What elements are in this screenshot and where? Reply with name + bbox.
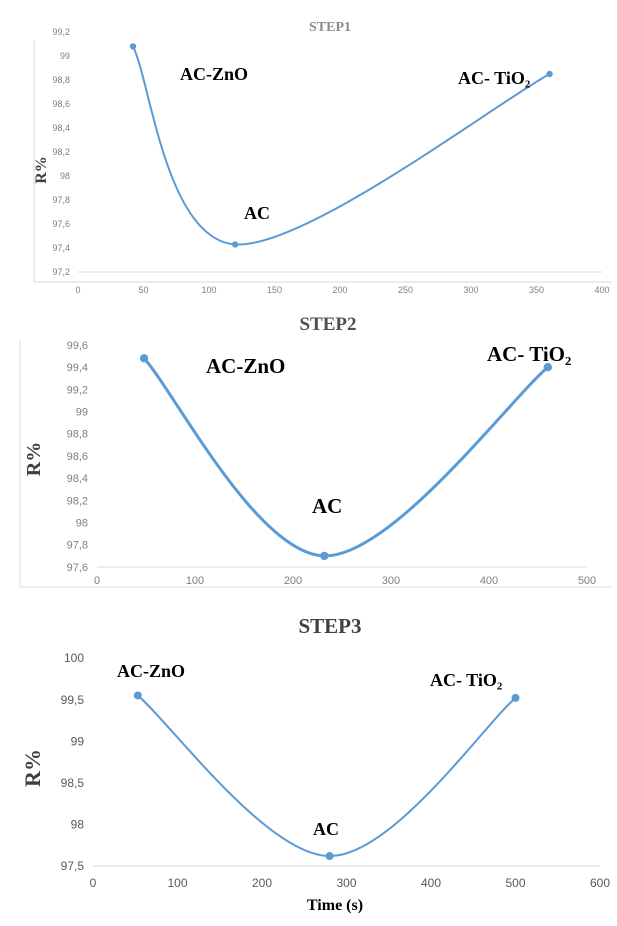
chart1-x-tick-label: 300	[463, 285, 478, 295]
chart3-data-point	[133, 691, 142, 700]
chart2-y-tick-label: 98,6	[67, 451, 88, 463]
chart1-x-tick-label: 100	[201, 285, 216, 295]
chart2-data-point	[543, 363, 552, 372]
chart-step1: STEP1 R% 97,2 97,4 97,6 97,8 98 98,2 98,4 98,6 9…	[33, 20, 612, 295]
chart3-x-tick-label: 500	[505, 876, 525, 890]
chart1-data-point	[129, 43, 137, 50]
chart1-data-point	[232, 241, 239, 248]
chart2-x-tick-label: 300	[382, 575, 400, 587]
chart3-x-tick-label: 100	[167, 876, 187, 890]
chart1-x-tick-label: 50	[138, 285, 148, 295]
chart2-y-tick-label: 97,6	[67, 562, 88, 574]
chart1-x-tick-label: 250	[398, 285, 413, 295]
chart1-y-tick-label: 97,6	[52, 219, 70, 229]
chart3-annotation-ac-zno: AC-ZnO	[117, 661, 185, 681]
chart2-ylabel: R%	[23, 442, 45, 476]
chart2-x-tick-label: 0	[94, 575, 100, 587]
chart3-y-tick-label: 98	[71, 818, 85, 832]
chart1-annotation-ac: AC	[244, 203, 270, 223]
chart3-annotation-ac-tio2: AC- TiO₂	[430, 670, 502, 690]
chart2-y-tick-label: 99	[76, 406, 88, 418]
chart2-x-tick-label: 200	[284, 575, 302, 587]
chart1-title: STEP1	[309, 20, 351, 35]
chart1-y-tick-label: 98,6	[52, 99, 70, 109]
chart1-y-tick-label: 97,2	[52, 267, 70, 277]
chart2-y-tick-label: 99,2	[67, 384, 88, 396]
chart2-x-tick-label: 500	[578, 575, 596, 587]
chart3-x-tick-label: 200	[252, 876, 272, 890]
chart1-y-tick-label: 99,2	[52, 27, 70, 37]
chart1-series-line	[132, 45, 551, 246]
chart2-annotation-ac-zno: AC-ZnO	[206, 354, 285, 378]
chart1-y-tick-label: 98,8	[52, 75, 70, 85]
chart3-x-tick-label: 400	[421, 876, 441, 890]
chart2-y-tick-label: 98	[76, 517, 88, 529]
chart2-y-tick-label: 97,8	[67, 540, 88, 552]
chart1-y-tick-label: 98,4	[52, 123, 70, 133]
chart2-x-tick-label: 400	[480, 575, 498, 587]
chart3-annotation-ac: AC	[313, 819, 339, 839]
chart1-x-tick-label: 200	[332, 285, 347, 295]
chart3-data-point	[325, 852, 334, 861]
chart-step2: STEP2 R% 97,6 97,8 98 98,2 98,4 98,6 98,8 99 99,…	[19, 314, 612, 588]
chart1-y-tick-label: 99	[60, 51, 70, 61]
chart2-annotation-ac-tio2: AC- TiO₂	[487, 342, 571, 366]
chart3-y-tick-label: 99,5	[61, 693, 85, 707]
chart3-xlabel: Time (s)	[307, 897, 363, 914]
chart1-y-tick-label: 98	[60, 171, 70, 181]
chart2-x-tick-label: 100	[186, 575, 204, 587]
chart1-y-tick-label: 97,8	[52, 195, 70, 205]
chart1-x-tick-label: 400	[594, 285, 609, 295]
chart2-series-line	[142, 357, 549, 558]
chart3-y-tick-label: 99	[71, 734, 85, 748]
chart3-y-tick-label: 100	[64, 651, 84, 665]
chart2-data-point	[320, 551, 329, 561]
chart1-ylabel: R%	[33, 156, 50, 184]
chart3-ylabel: R%	[20, 749, 45, 787]
chart2-y-tick-label: 99,4	[67, 362, 88, 374]
chart1-x-tick-label: 0	[75, 285, 80, 295]
chart2-data-point	[139, 354, 149, 363]
chart2-y-tick-label: 98,2	[67, 495, 88, 507]
chart1-y-tick-label: 98,2	[52, 147, 70, 157]
chart2-y-tick-label: 98,4	[67, 473, 88, 485]
chart3-x-tick-label: 300	[336, 876, 356, 890]
chart-step3: STEP3 R% Time (s) 97,5 98 98,5 99 99,5 100 0 1…	[20, 614, 610, 914]
chart2-title: STEP2	[299, 314, 356, 335]
chart2-annotation-ac: AC	[312, 494, 342, 518]
chart3-y-tick-label: 98,5	[61, 776, 85, 790]
chart3-x-tick-label: 600	[590, 876, 610, 890]
chart1-x-tick-label: 150	[267, 285, 282, 295]
chart3-x-tick-label: 0	[90, 876, 97, 890]
chart1-y-tick-label: 97,4	[52, 243, 70, 253]
chart3-y-tick-label: 97,5	[61, 859, 85, 873]
chart3-data-point	[511, 693, 520, 702]
chart2-y-tick-label: 98,8	[67, 429, 88, 441]
chart1-annotation-ac-tio2: AC- TiO₂	[458, 68, 530, 88]
chart1-annotation-ac-zno: AC-ZnO	[180, 64, 248, 84]
chart3-title: STEP3	[298, 614, 361, 638]
chart1-data-point	[546, 70, 553, 78]
chart2-y-tick-label: 99,6	[67, 340, 88, 352]
chart1-x-tick-label: 350	[529, 285, 544, 295]
